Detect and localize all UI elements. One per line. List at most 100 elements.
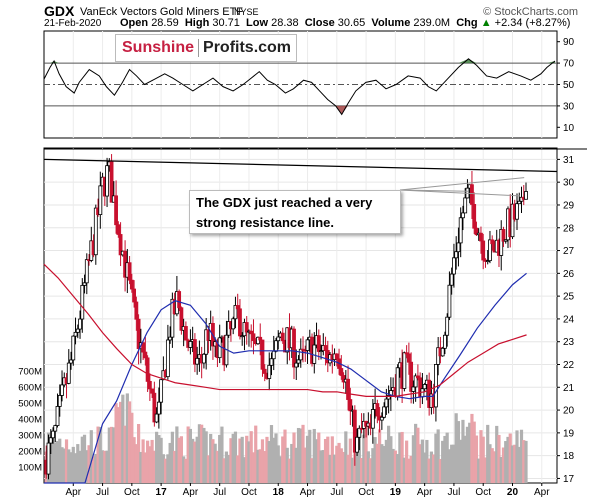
volume-bar xyxy=(357,434,361,483)
volume-bar xyxy=(278,456,283,483)
volume-bar xyxy=(454,413,458,483)
volume-bar xyxy=(78,450,82,483)
price-bar-body xyxy=(168,336,173,341)
volume-bar xyxy=(495,425,499,483)
x-tick-label: Jul xyxy=(213,487,226,498)
volume-bar xyxy=(134,444,138,483)
volume-bar xyxy=(238,438,242,483)
moving-average-long-line xyxy=(43,263,527,398)
price-bar-body xyxy=(449,273,454,286)
volume-bar xyxy=(69,452,73,483)
price-tick-label: 19 xyxy=(563,428,575,439)
price-bar-body xyxy=(463,197,468,214)
volume-bar xyxy=(177,437,181,483)
volume-bar xyxy=(64,439,69,483)
volume-bar xyxy=(499,456,503,483)
volume-bar xyxy=(67,449,71,483)
price-bar-body xyxy=(499,229,504,256)
volume-bar xyxy=(420,439,424,483)
price-bar-body xyxy=(341,375,346,383)
price-bar-body xyxy=(319,350,323,353)
price-bar-body xyxy=(443,334,447,349)
low-label: Low xyxy=(246,17,269,29)
volume-bar xyxy=(355,440,359,483)
volume-bar xyxy=(407,458,411,483)
price-bar-body xyxy=(271,350,276,360)
price-bar-body xyxy=(136,318,141,350)
volume-bar xyxy=(127,401,132,483)
price-bar-body xyxy=(170,298,175,338)
volume-bar xyxy=(344,431,348,483)
price-bar-body xyxy=(244,322,249,333)
volume-bar xyxy=(173,450,177,483)
volume-bar xyxy=(427,458,431,483)
volume-bar xyxy=(272,437,276,483)
volume-bar xyxy=(332,454,337,483)
volume-bar xyxy=(249,431,253,483)
price-bar-body xyxy=(177,291,182,309)
price-bar-body xyxy=(395,367,400,397)
volume-value: 239.0M xyxy=(413,17,451,29)
price-bar-body xyxy=(458,217,463,244)
rsi-tick-label: 70 xyxy=(563,59,575,70)
price-bar-body xyxy=(472,204,477,229)
volume-bar xyxy=(53,442,57,483)
volume-bar xyxy=(418,444,422,483)
volume-bar xyxy=(290,443,294,483)
volume-bar xyxy=(389,436,393,483)
volume-bar xyxy=(265,436,269,483)
volume-bar xyxy=(157,435,161,483)
logo-part-profits: Profits.com xyxy=(203,39,292,56)
volume-bar xyxy=(402,457,406,483)
volume-bar xyxy=(447,449,452,483)
volume-bar xyxy=(515,430,519,483)
volume-bar xyxy=(209,433,213,483)
price-bar-body xyxy=(127,262,132,281)
volume-bar xyxy=(341,451,346,483)
price-bar-body xyxy=(440,347,445,357)
price-bar-body xyxy=(386,395,391,400)
volume-bar xyxy=(202,427,206,483)
volume-bar xyxy=(468,422,472,483)
volume-bar xyxy=(364,424,368,483)
price-bar-body xyxy=(132,288,136,303)
price-bar-body xyxy=(51,430,55,439)
volume-bar xyxy=(328,454,332,483)
volume-bar xyxy=(474,435,479,483)
price-bar-body xyxy=(402,352,407,389)
x-tick-label: Apr xyxy=(534,487,550,498)
x-tick-label: Apr xyxy=(65,487,81,498)
volume-bar xyxy=(71,446,75,483)
volume-bar xyxy=(136,424,141,483)
volume-bar xyxy=(51,434,55,483)
price-bar-body xyxy=(98,185,103,216)
price-tick-label: 30 xyxy=(563,178,575,189)
volume-bar xyxy=(301,424,305,483)
change-up-icon: ▲ xyxy=(480,17,492,29)
price-bar-body xyxy=(238,308,242,337)
quote-summary: Open 28.59 High 30.71 Low 28.38 Close 30… xyxy=(120,17,570,29)
price-bar-body xyxy=(488,239,492,262)
price-bar-body xyxy=(48,437,53,444)
volume-bar xyxy=(432,454,436,483)
price-tick-label: 28 xyxy=(563,223,575,234)
volume-bar xyxy=(387,425,391,483)
price-bar-body xyxy=(251,333,256,341)
price-tick-label: 31 xyxy=(563,155,575,166)
volume-bar xyxy=(114,403,118,483)
volume-bar xyxy=(308,429,312,483)
volume-bar xyxy=(231,433,235,483)
volume-bar xyxy=(319,450,323,483)
price-bar-body xyxy=(134,301,139,320)
volume-bar xyxy=(195,436,199,483)
price-bar-body xyxy=(202,353,206,364)
volume-bar xyxy=(371,448,375,483)
price-tick-label: 17 xyxy=(563,474,575,485)
price-bar-body xyxy=(78,318,82,330)
volume-bar xyxy=(456,421,461,483)
price-bar-body xyxy=(346,378,350,400)
volume-bar xyxy=(506,436,510,483)
volume-bar xyxy=(166,454,170,483)
volume-bar xyxy=(299,428,303,483)
volume-bar xyxy=(80,436,84,483)
